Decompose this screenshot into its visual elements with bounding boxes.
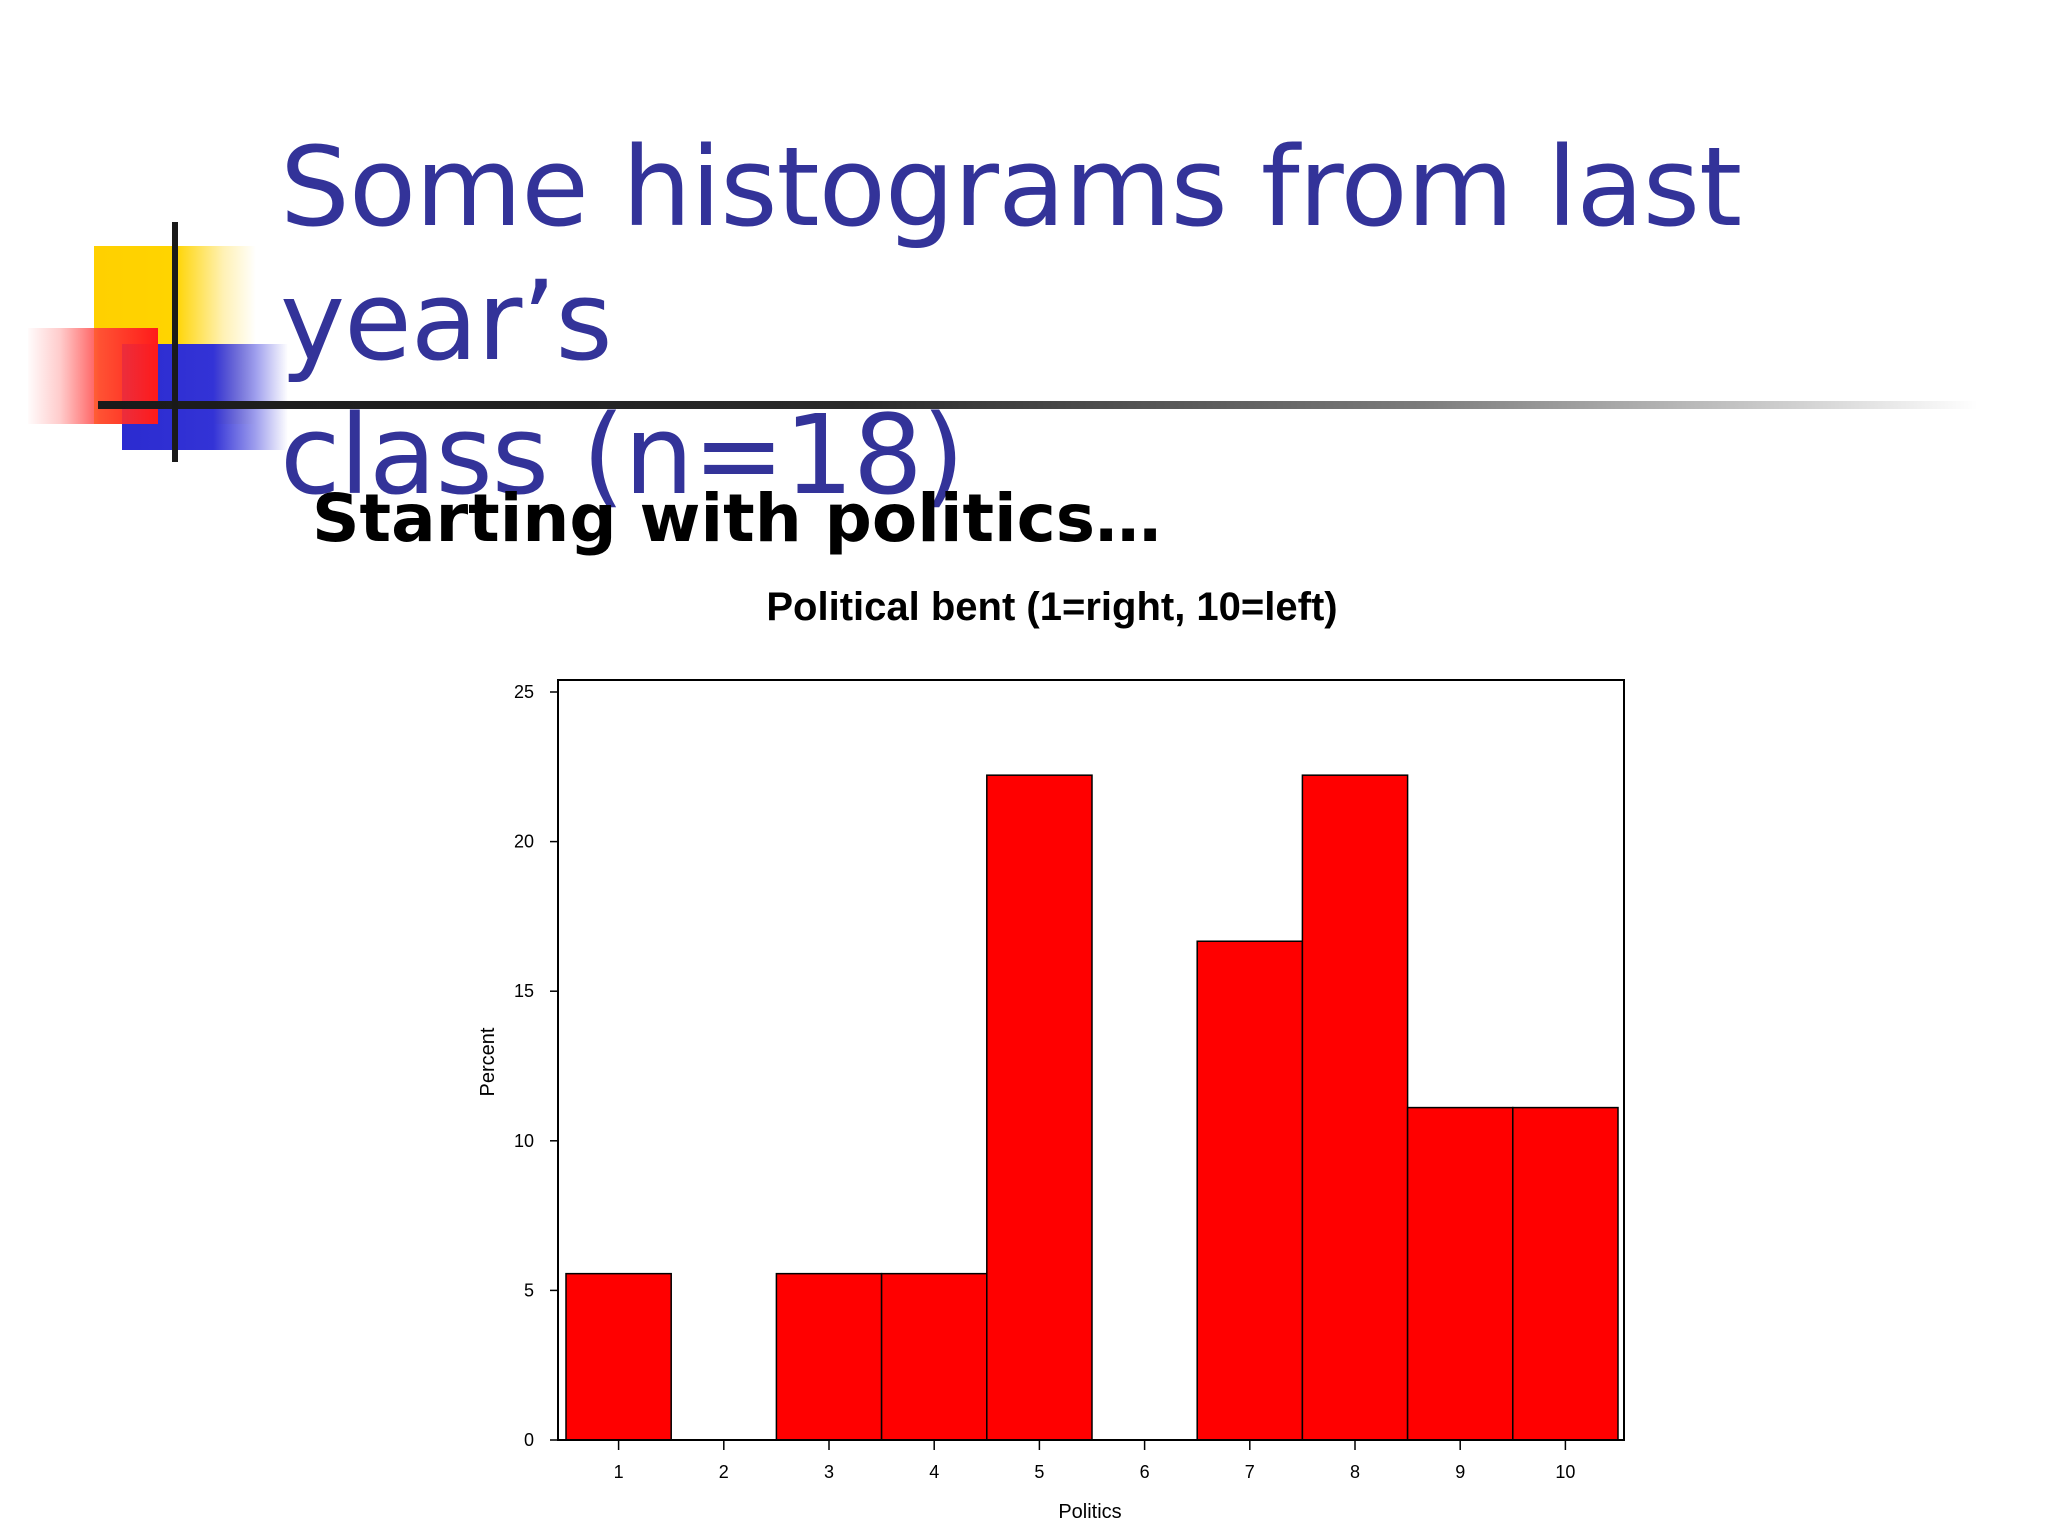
bar-9 xyxy=(1406,1106,1514,1441)
y-axis: 0 5 10 15 20 25 xyxy=(514,682,558,1450)
slide-title-line2: class (n=18) xyxy=(280,391,965,519)
slide-subtitle: Starting with politics… xyxy=(312,480,1162,557)
x-axis-label: Politics xyxy=(1058,1501,1121,1523)
y-tick-label-15: 15 xyxy=(514,981,534,1001)
y-tick-label-0: 0 xyxy=(524,1430,534,1450)
bar-3 xyxy=(775,1272,883,1441)
x-tick-label-4: 4 xyxy=(929,1462,939,1482)
slide-title-line1: Some histograms from last year’s xyxy=(280,123,1742,385)
bar-10 xyxy=(1512,1106,1619,1441)
x-tick-label-1: 1 xyxy=(614,1462,624,1482)
x-tick-label-7: 7 xyxy=(1245,1462,1255,1482)
decor-horizontal-rule xyxy=(98,401,1978,409)
x-tick-label-2: 2 xyxy=(719,1462,729,1482)
x-tick-label-5: 5 xyxy=(1034,1462,1044,1482)
y-tick-label-25: 25 xyxy=(514,682,534,702)
plot-frame xyxy=(557,679,1625,1441)
x-tick-label-10: 10 xyxy=(1555,1462,1575,1482)
y-axis-label: Percent xyxy=(477,1027,499,1096)
chart-title: Political bent (1=right, 10=left) xyxy=(766,585,1337,629)
bar-7 xyxy=(1196,940,1304,1441)
x-tick-label-8: 8 xyxy=(1350,1462,1360,1482)
slide-title: Some histograms from last year’s class (… xyxy=(280,120,2000,522)
bar-8 xyxy=(1301,774,1409,1441)
bar-4 xyxy=(880,1272,988,1441)
x-axis: 1 2 3 4 5 6 7 8 9 10 xyxy=(614,1440,1575,1482)
y-tick-label-10: 10 xyxy=(514,1131,534,1151)
y-tick-label-5: 5 xyxy=(524,1280,534,1300)
x-tick-label-9: 9 xyxy=(1455,1462,1465,1482)
x-tick-label-6: 6 xyxy=(1140,1462,1150,1482)
bar-5 xyxy=(986,774,1093,1441)
bars-layer xyxy=(565,774,1619,1441)
y-tick-label-20: 20 xyxy=(514,832,534,852)
x-tick-label-3: 3 xyxy=(824,1462,834,1482)
decor-vertical-rule xyxy=(172,222,178,462)
bar-1 xyxy=(565,1272,672,1441)
